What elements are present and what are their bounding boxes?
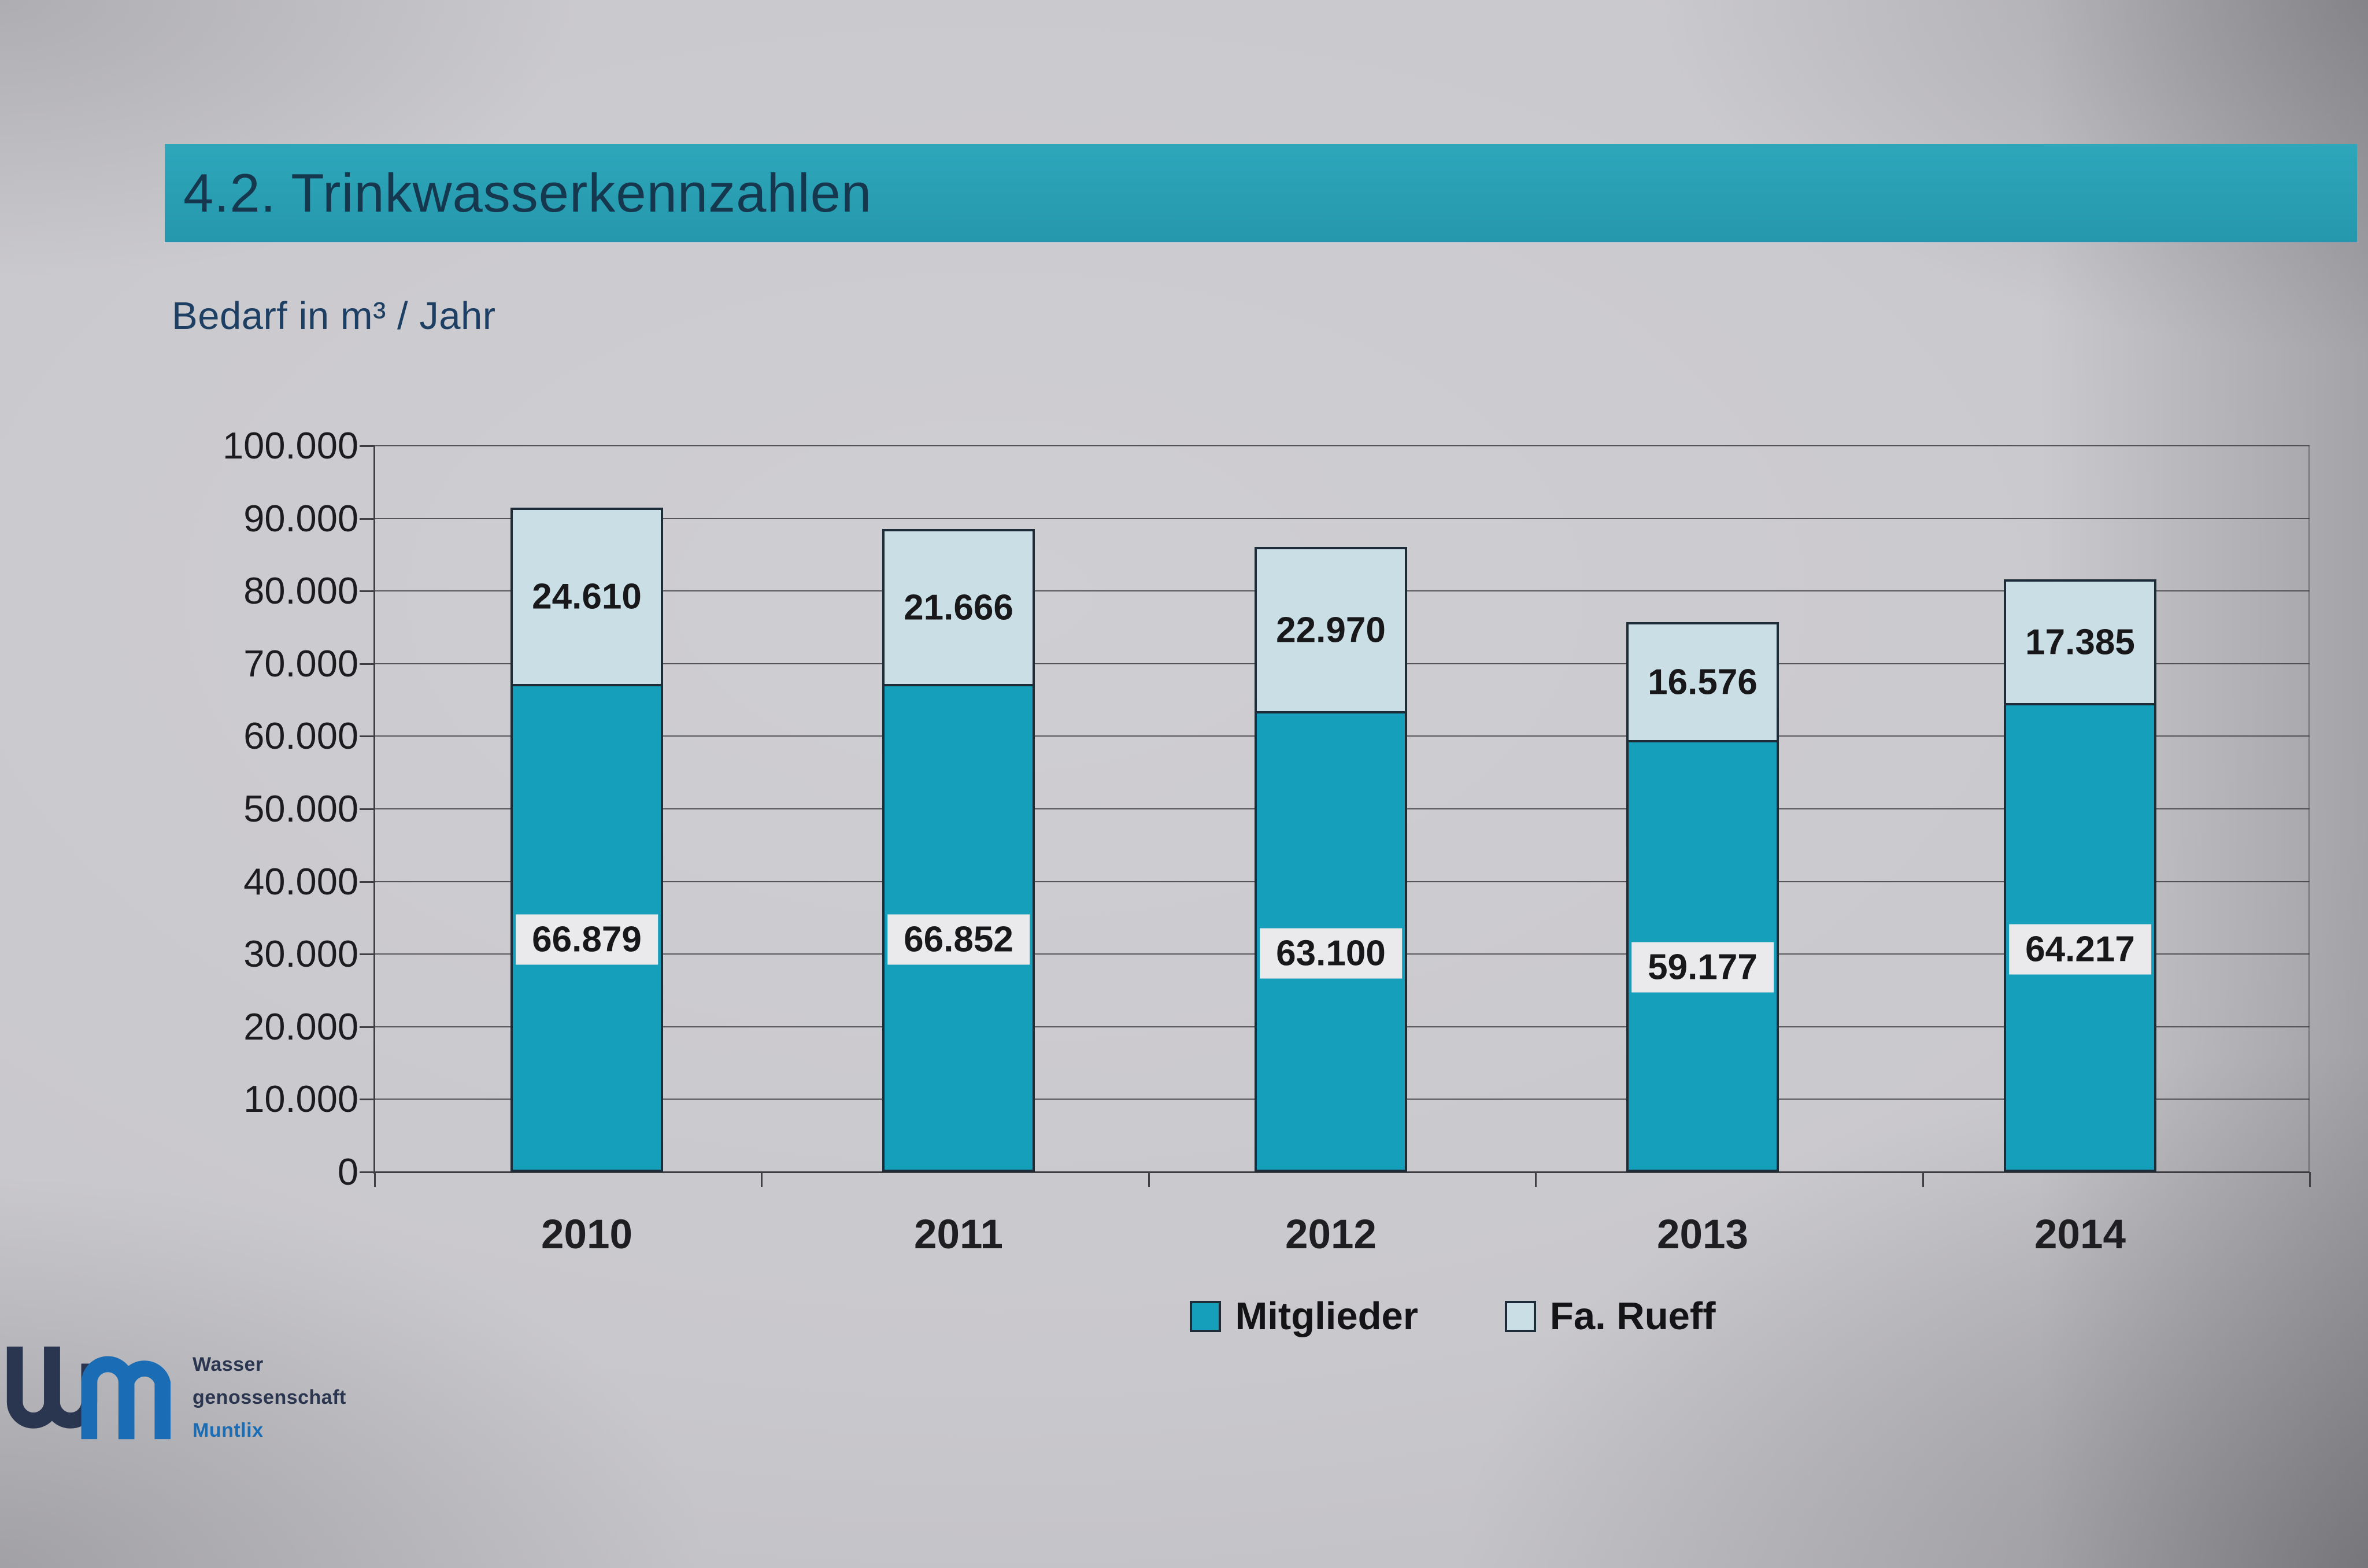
bar-value-label: 66.852 bbox=[887, 914, 1030, 965]
y-axis-label: 60.000 bbox=[243, 715, 358, 757]
logo-text-line: Wasser bbox=[193, 1353, 264, 1375]
y-axis-label: 70.000 bbox=[243, 642, 358, 685]
logo-text-line: genossenschaft bbox=[193, 1386, 346, 1408]
x-axis-tick bbox=[1148, 1172, 1150, 1187]
section-title-band: 4.2. Trinkwasserkennzahlen bbox=[165, 144, 2357, 242]
legend-label: Mitglieder bbox=[1235, 1295, 1418, 1338]
y-axis-tick bbox=[360, 590, 375, 593]
bar-value-label: 59.177 bbox=[1631, 942, 1774, 993]
x-axis-line bbox=[375, 1171, 2310, 1173]
y-axis-tick bbox=[360, 663, 375, 665]
y-axis-tick bbox=[360, 1171, 375, 1173]
bar-segment-fa-rueff bbox=[510, 507, 663, 686]
x-axis-tick bbox=[2309, 1172, 2311, 1187]
y-axis-label: 10.000 bbox=[243, 1078, 358, 1120]
plot-right-border bbox=[2308, 446, 2310, 1172]
section-title: 4.2. Trinkwasserkennzahlen bbox=[183, 162, 872, 223]
gridline bbox=[375, 445, 2310, 446]
y-axis-tick bbox=[360, 953, 375, 956]
x-axis-label: 2013 bbox=[1657, 1212, 1748, 1258]
x-axis-label: 2012 bbox=[1285, 1212, 1377, 1258]
legend-label: Fa. Rueff bbox=[1549, 1295, 1716, 1338]
y-axis-tick bbox=[360, 1026, 375, 1028]
y-axis-label: 40.000 bbox=[243, 860, 358, 903]
x-axis-label: 2010 bbox=[541, 1212, 632, 1258]
logo-text-line: Muntlix bbox=[193, 1419, 264, 1441]
y-axis-tick bbox=[360, 808, 375, 810]
y-axis-tick bbox=[360, 445, 375, 447]
x-axis-label: 2011 bbox=[913, 1212, 1004, 1258]
bar-value-label: 63.100 bbox=[1260, 928, 1402, 979]
bar-value-label: 24.610 bbox=[532, 576, 642, 617]
bar-value-label: 16.576 bbox=[1648, 662, 1758, 702]
bar-value-label: 22.970 bbox=[1276, 610, 1386, 650]
legend-swatch bbox=[1190, 1300, 1222, 1332]
x-axis-tick bbox=[1535, 1172, 1537, 1187]
chart-subtitle: Bedarf in m³ / Jahr bbox=[172, 294, 496, 338]
bar-segment-fa-rueff bbox=[1626, 622, 1779, 742]
bar-segment-fa-rueff bbox=[1255, 546, 1407, 714]
y-axis-label: 30.000 bbox=[243, 933, 358, 975]
y-axis-tick bbox=[360, 881, 375, 883]
logo: Wasser genossenschaft Muntlix bbox=[6, 1345, 346, 1447]
gridline bbox=[375, 517, 2310, 519]
legend-item-mitglieder: Mitglieder bbox=[1190, 1294, 1418, 1338]
y-axis-label: 90.000 bbox=[243, 497, 358, 539]
y-axis-label: 50.000 bbox=[243, 787, 358, 830]
chart-legend: Mitglieder Fa. Rueff bbox=[269, 1294, 2368, 1338]
legend-swatch bbox=[1504, 1300, 1536, 1332]
bar-segment-fa-rueff bbox=[882, 529, 1035, 687]
wm-logo-mark bbox=[6, 1347, 171, 1440]
y-axis-tick bbox=[360, 1099, 375, 1101]
y-axis-label: 20.000 bbox=[243, 1005, 358, 1048]
y-axis-label: 80.000 bbox=[243, 569, 358, 612]
bar-value-label: 17.385 bbox=[2025, 622, 2135, 663]
y-axis-tick bbox=[360, 735, 375, 738]
bar-value-label: 64.217 bbox=[2009, 924, 2151, 975]
y-axis-line bbox=[373, 446, 375, 1174]
y-axis-label: 0 bbox=[337, 1151, 358, 1193]
y-axis-tick bbox=[360, 517, 375, 520]
x-axis-tick bbox=[374, 1172, 376, 1187]
bar-value-label: 66.879 bbox=[516, 914, 658, 965]
legend-item-fa-rueff: Fa. Rueff bbox=[1504, 1294, 1716, 1338]
x-axis-label: 2014 bbox=[2034, 1212, 2126, 1258]
y-axis-label: 100.000 bbox=[223, 424, 358, 467]
x-axis-tick bbox=[761, 1172, 763, 1187]
x-axis-tick bbox=[1922, 1172, 1924, 1187]
bar-value-label: 21.666 bbox=[904, 587, 1013, 628]
logo-text: Wasser genossenschaft Muntlix bbox=[193, 1348, 346, 1447]
bar-segment-fa-rueff bbox=[2004, 579, 2156, 706]
